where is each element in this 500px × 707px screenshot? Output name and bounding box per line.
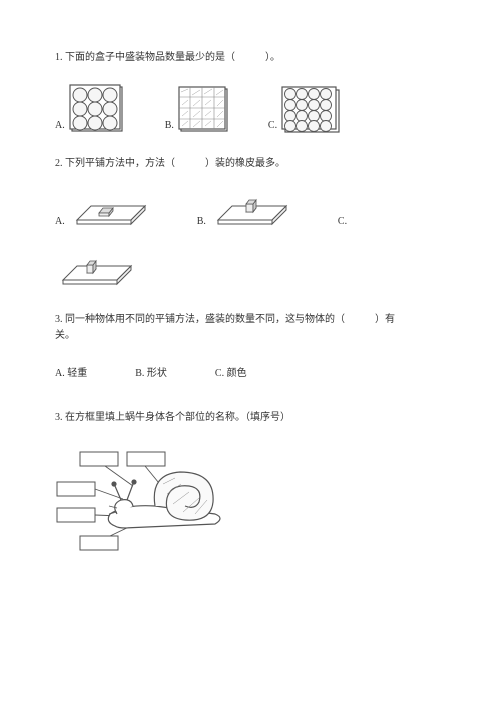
box-balls-4x4-icon bbox=[281, 86, 341, 134]
q2-opt-a-label: A. bbox=[55, 214, 65, 230]
snail-diagram-icon bbox=[55, 444, 235, 564]
q4-text: 3. 在方框里填上蜗牛身体各个部位的名称。（填序号） bbox=[55, 410, 445, 426]
q1-opt-a-label: A. bbox=[55, 118, 65, 134]
box-grid-hatched-icon bbox=[178, 86, 230, 134]
q1-opt-c-label: C. bbox=[268, 118, 277, 134]
q2-opt-c-label: C. bbox=[338, 214, 347, 230]
box-balls-3x3-icon bbox=[69, 84, 127, 134]
q3-opt-a: A. 轻重 bbox=[55, 366, 87, 382]
question-3: 3. 同一种物体用不同的平铺方法，盛装的数量不同，这与物体的（ ）有 关。 A.… bbox=[55, 312, 445, 382]
q2-text: 2. 下列平铺方法中，方法（ ）装的橡皮最多。 bbox=[55, 156, 445, 172]
question-2: 2. 下列平铺方法中，方法（ ）装的橡皮最多。 A. B. bbox=[55, 156, 445, 290]
q3-text-line1: 3. 同一种物体用不同的平铺方法，盛装的数量不同，这与物体的（ ）有 bbox=[55, 312, 445, 328]
q2-options-row1: A. B. bbox=[55, 190, 445, 230]
q2-options-row2 bbox=[55, 250, 445, 290]
tray-block-upright-icon bbox=[210, 190, 288, 230]
q3-options: A. 轻重 B. 形状 C. 颜色 bbox=[55, 366, 445, 382]
question-4: 3. 在方框里填上蜗牛身体各个部位的名称。（填序号） bbox=[55, 410, 445, 564]
tray-block-side-icon bbox=[55, 250, 133, 290]
q3-text-line2: 关。 bbox=[55, 328, 445, 344]
tray-block-flat-icon bbox=[69, 190, 147, 230]
q2-opt-b-label: B. bbox=[197, 214, 206, 230]
q3-opt-c: C. 颜色 bbox=[215, 366, 247, 382]
q1-opt-b-label: B. bbox=[165, 118, 174, 134]
q1-options: A. B. bbox=[55, 84, 445, 134]
question-1: 1. 下面的盒子中盛装物品数量最少的是（ ）。 A. B. bbox=[55, 50, 445, 134]
q1-text: 1. 下面的盒子中盛装物品数量最少的是（ ）。 bbox=[55, 50, 445, 66]
q3-opt-b: B. 形状 bbox=[135, 366, 167, 382]
